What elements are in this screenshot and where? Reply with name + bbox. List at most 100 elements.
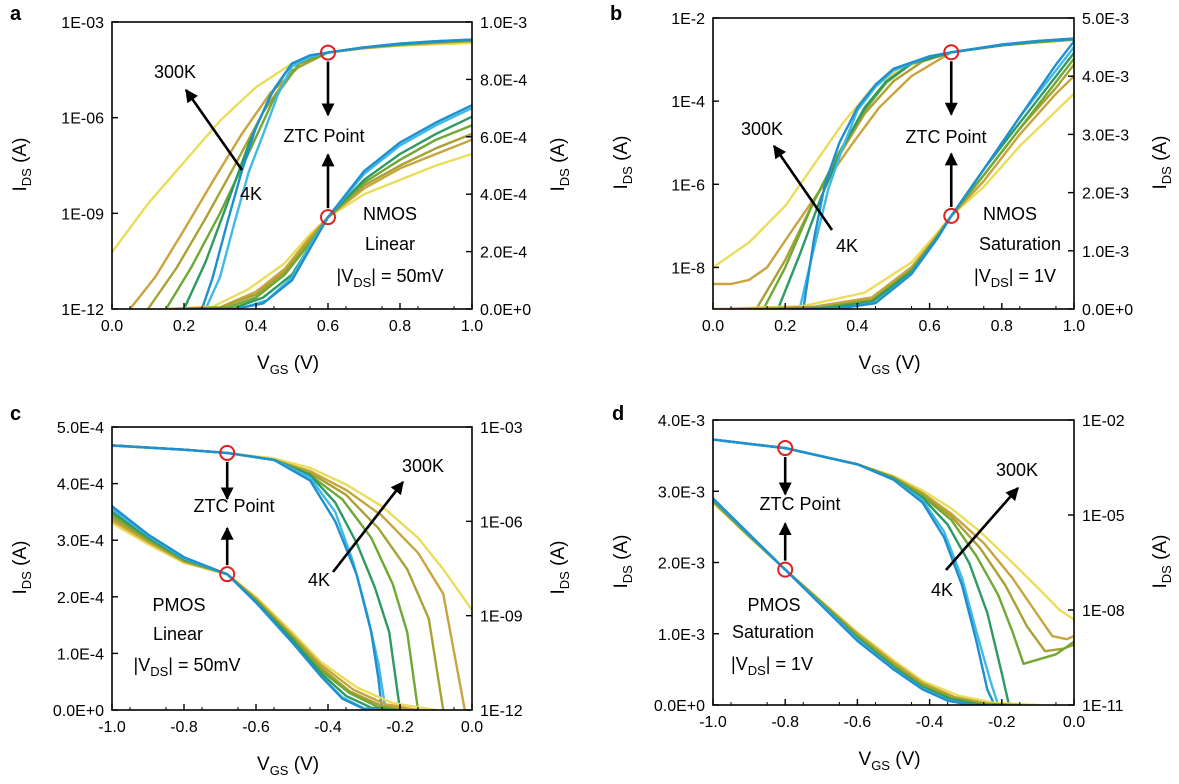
x-axis-label: VGS (V): [257, 754, 319, 778]
right-axis-tick-label: 2.0E-3: [1082, 186, 1129, 203]
plot-frame: [111, 426, 473, 711]
right-axis-tick-label: 5.0E-3: [1082, 11, 1129, 28]
x-tick-label: 0.0: [461, 719, 483, 736]
left-axis-tick-label: 1.0E-4: [57, 646, 104, 663]
label-device: NMOS: [363, 204, 417, 224]
left-axis-tick-label: 1E-03: [61, 15, 104, 32]
label-300k: 300K: [402, 456, 444, 476]
plot-area: [713, 438, 1074, 705]
panel-letter: d: [612, 403, 624, 425]
panel-b: 0.0 0.2 0.4 0.6 0.8 1.0 1E-8 1E-6 1E-4 1E-2 0.0E+0…: [610, 3, 1174, 377]
linear-curve-4K: [112, 505, 380, 710]
left-axis-tick-label: 4.0E-4: [57, 477, 104, 494]
linear-curve-300K: [112, 522, 438, 710]
x-tick-label: -1.0: [98, 719, 126, 736]
label-4k: 4K: [931, 580, 953, 600]
right-axis-tick-label: 0.0E+0: [1082, 302, 1133, 319]
right-axis-tick-label: 1E-03: [480, 420, 523, 437]
x-tick-label: -0.6: [844, 714, 872, 731]
label-bias: |VDS| = 50mV: [134, 655, 241, 679]
left-axis-tick-label: 0.0E+0: [53, 703, 104, 720]
x-tick-label: -0.4: [916, 714, 944, 731]
right-axis-tick-label: 8.0E-4: [480, 72, 527, 89]
ztc-marker-log: [320, 44, 336, 61]
x-tick-label: 0.2: [774, 318, 796, 335]
x-tick-label: 0.6: [317, 318, 339, 335]
panel-d: -1.0 -0.8 -0.6 -0.4 -0.2 0.0 0.0E+0 1.0E-3 2.0E-…: [611, 403, 1174, 773]
temperature-arrow: [184, 88, 244, 171]
plot-frame: [111, 21, 473, 310]
right-axis-tick-label: 6.0E-4: [480, 130, 527, 147]
panel-letter: b: [610, 3, 622, 25]
right-axis-tick-label: 1E-06: [480, 514, 523, 531]
ztc-marker-log: [943, 44, 960, 61]
x-tick-label: -0.2: [988, 714, 1016, 731]
ztc-marker-log: [219, 444, 236, 461]
left-axis-tick-label: 3.0E-3: [658, 484, 705, 501]
ztc-marker-linear: [777, 561, 794, 578]
x-tick-label: 0.4: [245, 318, 267, 335]
left-axis-tick-label: 1.0E-3: [658, 627, 705, 644]
left-axis-tick-label: 2.0E-4: [57, 590, 104, 607]
linear-curve-4K: [713, 497, 989, 705]
panel-letter: a: [10, 3, 22, 25]
x-tick-label: 0.0: [702, 318, 724, 335]
left-axis-tick-label: 4.0E-3: [658, 413, 705, 430]
x-tick-label: -0.6: [242, 719, 270, 736]
label-bias: |VDS| = 1V: [974, 266, 1056, 290]
ztc-marker-log: [777, 440, 794, 457]
left-axis-tick-label: 1E-12: [61, 302, 104, 319]
x-axis-label: VGS (V): [859, 353, 921, 377]
x-axis-label: VGS (V): [859, 749, 921, 773]
log-curve-4K: [713, 438, 996, 705]
right-axis-tick-label: 4.0E-3: [1082, 69, 1129, 86]
label-device: PMOS: [152, 595, 205, 615]
left-axis-tick-label: 1E-6: [671, 177, 705, 194]
x-axis-label: VGS (V): [257, 353, 319, 377]
x-tick-label: 0.4: [846, 318, 868, 335]
y-axis-label-left: IDS (A): [10, 541, 34, 595]
label-device: NMOS: [983, 204, 1037, 224]
x-tick-label: -1.0: [699, 714, 727, 731]
ztc-marker-linear: [943, 207, 960, 224]
right-axis-tick-label: 1E-12: [480, 703, 523, 720]
y-axis-label-left: IDS (A): [611, 136, 635, 190]
label-regime: Linear: [365, 234, 415, 254]
label-4k: 4K: [308, 570, 330, 590]
right-axis-tick-label: 1E-02: [1082, 413, 1125, 430]
x-tick-label: -0.8: [771, 714, 799, 731]
left-axis-tick-label: 1E-2: [671, 11, 705, 28]
right-axis-tick-label: 2.0E-4: [480, 245, 527, 262]
label-ztc-point: ZTC Point: [905, 127, 986, 147]
right-axis-tick-label: 3.0E-3: [1082, 127, 1129, 144]
label-300k: 300K: [996, 460, 1038, 480]
right-axis-tick-label: 1E-05: [1082, 508, 1125, 525]
ztc-marker-linear: [320, 209, 336, 226]
y-axis-label-right: IDS (A): [1150, 136, 1174, 190]
left-axis-tick-label: 2.0E-3: [658, 556, 705, 573]
x-tick-label: 0.8: [389, 318, 411, 335]
panel-a: 0.0 0.2 0.4 0.6 0.8 1.0 1E-12 1E-09 1E-06 1E-03 0.…: [10, 3, 572, 377]
label-ztc-point: ZTC Point: [759, 494, 840, 514]
right-axis-tick-label: 0.0E+0: [480, 302, 531, 319]
temperature-arrow: [772, 144, 834, 231]
left-axis-tick-label: 5.0E-4: [57, 420, 104, 437]
panel-c: -1.0 -0.8 -0.6 -0.4 -0.2 0.0 0.0E+0 1.0E-4 2.0E-…: [10, 403, 572, 778]
label-bias: |VDS| = 50mV: [337, 266, 444, 290]
left-axis-tick-label: 1E-8: [671, 260, 705, 277]
right-axis-tick-label: 1E-11: [1082, 698, 1124, 715]
temperature-arrow: [945, 487, 1019, 571]
temperature-arrow: [331, 480, 405, 573]
log-curve-4K: [802, 37, 1074, 309]
y-axis-label-right: IDS (A): [548, 138, 572, 192]
x-tick-label: 1.0: [461, 318, 483, 335]
ztc-marker-linear: [219, 566, 236, 583]
x-tick-label: -0.4: [314, 719, 342, 736]
right-axis-tick-label: 4.0E-4: [480, 187, 527, 204]
plot-area: [112, 444, 472, 710]
label-bias: |VDS| = 1V: [731, 654, 813, 678]
right-axis-tick-label: 1.0E-3: [480, 15, 527, 32]
label-ztc-point: ZTC Point: [283, 126, 364, 146]
label-regime: Saturation: [732, 622, 814, 642]
log-curve-4K: [112, 444, 384, 710]
